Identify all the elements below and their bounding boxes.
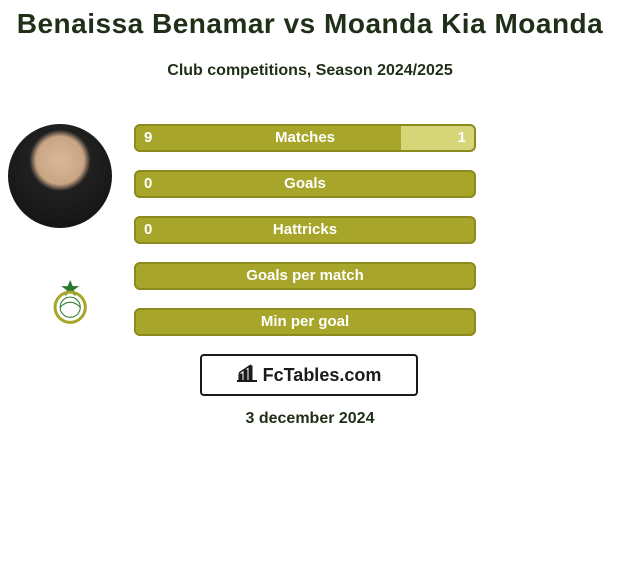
- stat-bar-goals-per-match: Goals per match: [134, 262, 476, 290]
- player-photo-placeholder: [8, 124, 112, 228]
- stat-bar-hattricks: 0Hattricks: [134, 216, 476, 244]
- club-badge-icon: [45, 277, 95, 327]
- player-photo-right-1: [492, 125, 588, 151]
- bar-chart-icon: [237, 364, 257, 387]
- club-logo-graphic: [28, 260, 112, 344]
- stat-label: Matches: [134, 124, 476, 152]
- player-photo-left: [8, 124, 112, 228]
- stat-label: Goals per match: [134, 262, 476, 290]
- page-title: Benaissa Benamar vs Moanda Kia Moanda: [0, 8, 620, 40]
- source-text: FcTables.com: [263, 365, 382, 386]
- stat-label: Hattricks: [134, 216, 476, 244]
- club-logo-left: [28, 260, 112, 344]
- stat-label: Min per goal: [134, 308, 476, 336]
- stat-label: Goals: [134, 170, 476, 198]
- comparison-infographic: Benaissa Benamar vs Moanda Kia Moanda Cl…: [0, 0, 620, 580]
- date-label: 3 december 2024: [0, 410, 620, 428]
- page-subtitle: Club competitions, Season 2024/2025: [0, 62, 620, 80]
- player-photo-right-2: [500, 178, 598, 204]
- stat-bar-min-per-goal: Min per goal: [134, 308, 476, 336]
- source-attribution: FcTables.com: [200, 354, 418, 396]
- stat-bar-goals: 0Goals: [134, 170, 476, 198]
- stat-bar-matches: 91Matches: [134, 124, 476, 152]
